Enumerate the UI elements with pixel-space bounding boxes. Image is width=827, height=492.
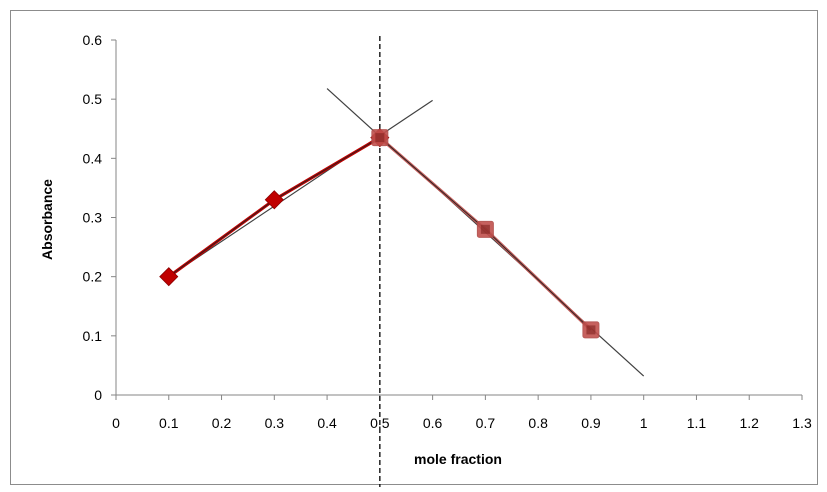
axes: 00.10.20.30.40.50.60 0.1 0.2 0.3 0.4 0.5 0.6 0.…: [83, 32, 812, 431]
y-tick-label: 0.4: [83, 150, 103, 166]
y-tick-label: 0.2: [83, 269, 103, 285]
data-point-square-inner: [586, 325, 596, 335]
y-axis-title: Absorbance: [39, 179, 55, 260]
x-tick-label: 0.2: [212, 415, 232, 431]
x-tick-label: 0.7: [476, 415, 496, 431]
x-tick-label: 0: [112, 415, 120, 431]
data-point-diamond: [264, 190, 284, 210]
x-tick-label: 0.1: [159, 415, 179, 431]
y-tick-label: 0.1: [83, 328, 103, 344]
y-tick-label: 0.6: [83, 32, 103, 48]
data-point-square-inner: [480, 224, 490, 234]
x-tick-label: 1.2: [739, 415, 759, 431]
chart-frame: [10, 10, 818, 485]
x-tick-label: 1: [640, 415, 648, 431]
y-tick-label: 0: [94, 387, 102, 403]
y-tick-label: 0.5: [83, 91, 103, 107]
x-axis-title: mole fraction: [414, 451, 502, 467]
x-tick-label: 0.8: [528, 415, 548, 431]
data-point-diamond: [159, 267, 179, 287]
trendline-1: [168, 99, 433, 278]
x-tick-label: 0.9: [581, 415, 601, 431]
y-tick-label: 0.3: [83, 210, 103, 226]
data-markers: [159, 128, 600, 339]
x-tick-label: 0.3: [265, 415, 285, 431]
plot-lines: [167, 36, 645, 487]
x-tick-label: 0.6: [423, 415, 443, 431]
x-tick-label: 1.3: [792, 415, 812, 431]
data-point-square-inner: [375, 133, 385, 143]
x-tick-label: 1.1: [687, 415, 707, 431]
x-tick-label: 0.4: [317, 415, 337, 431]
